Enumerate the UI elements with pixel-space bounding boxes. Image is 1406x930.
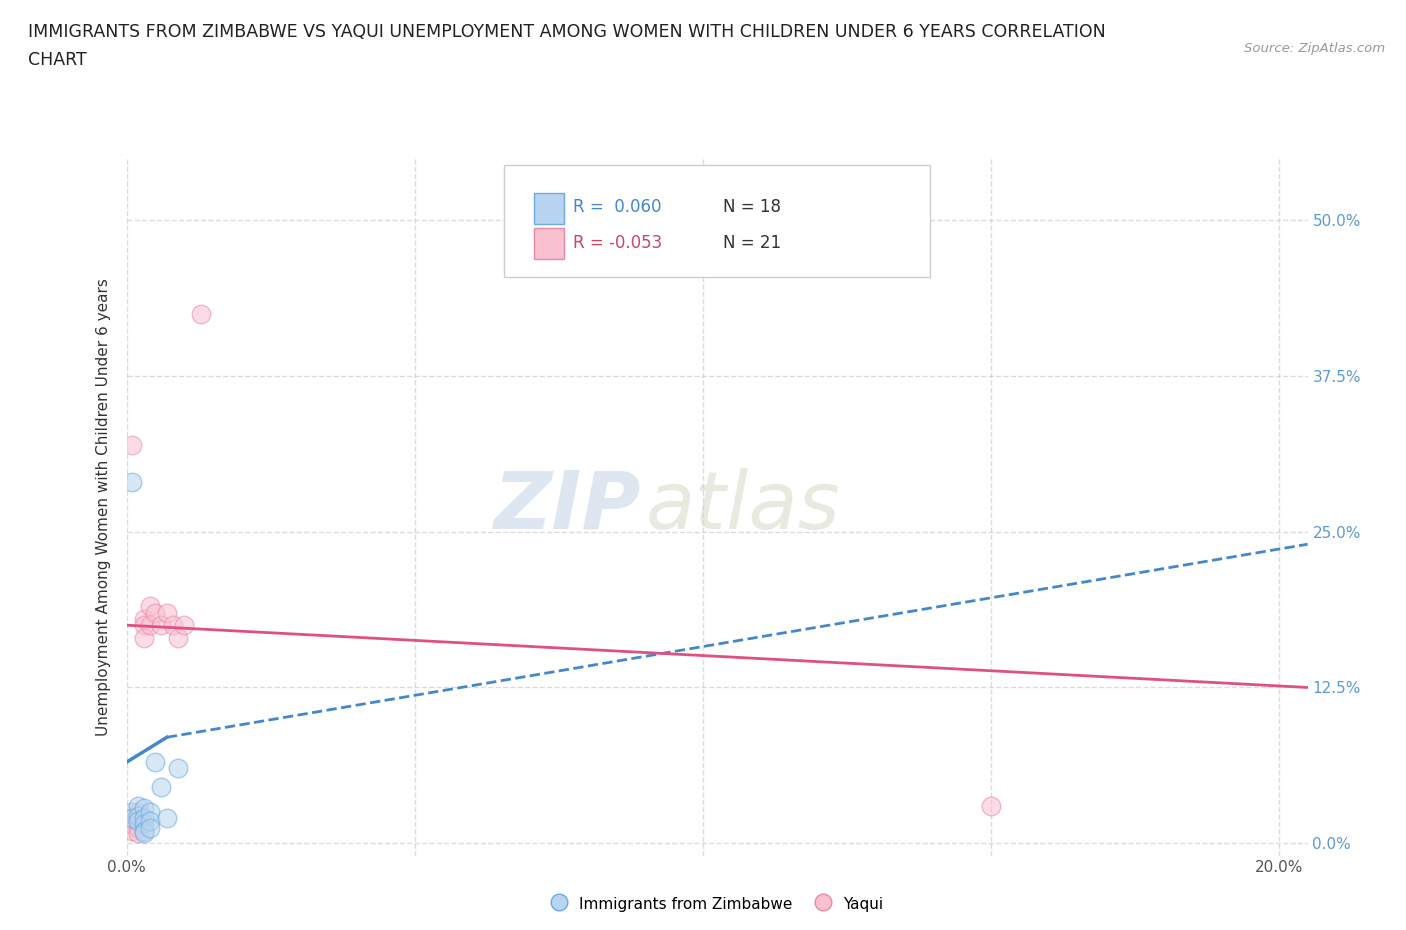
Point [121,437,143,452]
Point [132,631,155,645]
Point [138,813,160,829]
Point [127,826,149,841]
Text: R =  0.060: R = 0.060 [574,198,661,216]
Point [121,804,143,819]
Text: N = 21: N = 21 [723,234,782,252]
Point [150,618,173,632]
Point [121,811,143,826]
Point [138,804,160,819]
Point [143,605,166,620]
FancyBboxPatch shape [505,166,929,277]
Point [127,813,149,829]
Point [127,813,149,829]
Point [150,779,173,794]
Point [132,612,155,627]
Point [121,474,143,489]
Point [156,811,179,826]
Point [173,618,195,632]
FancyBboxPatch shape [534,228,564,259]
Point [132,823,155,838]
Point [138,821,160,836]
Point [127,804,149,819]
Point [132,811,155,826]
Point [121,817,143,832]
Point [190,306,212,321]
Y-axis label: Unemployment Among Women with Children Under 6 years: Unemployment Among Women with Children U… [96,278,111,736]
Text: IMMIGRANTS FROM ZIMBABWE VS YAQUI UNEMPLOYMENT AMONG WOMEN WITH CHILDREN UNDER 6: IMMIGRANTS FROM ZIMBABWE VS YAQUI UNEMPL… [28,23,1107,41]
Text: ZIP: ZIP [494,468,640,546]
Point [121,823,143,838]
Text: N = 18: N = 18 [723,198,780,216]
Text: R = -0.053: R = -0.053 [574,234,662,252]
Point [138,618,160,632]
Point [132,618,155,632]
Point [132,826,155,841]
Text: Source: ZipAtlas.com: Source: ZipAtlas.com [1244,42,1385,55]
Point [127,798,149,813]
Point [127,808,149,823]
FancyBboxPatch shape [534,193,564,224]
Point [167,631,190,645]
Point [121,811,143,826]
Point [132,817,155,832]
Point [138,599,160,614]
Point [167,761,190,776]
Text: CHART: CHART [28,51,87,69]
Point [127,821,149,836]
Point [156,605,179,620]
Text: atlas: atlas [647,468,841,546]
Point [143,755,166,770]
Point [132,801,155,816]
Point [980,798,1002,813]
Point [162,618,184,632]
Legend: Immigrants from Zimbabwe, Yaqui: Immigrants from Zimbabwe, Yaqui [546,889,889,918]
